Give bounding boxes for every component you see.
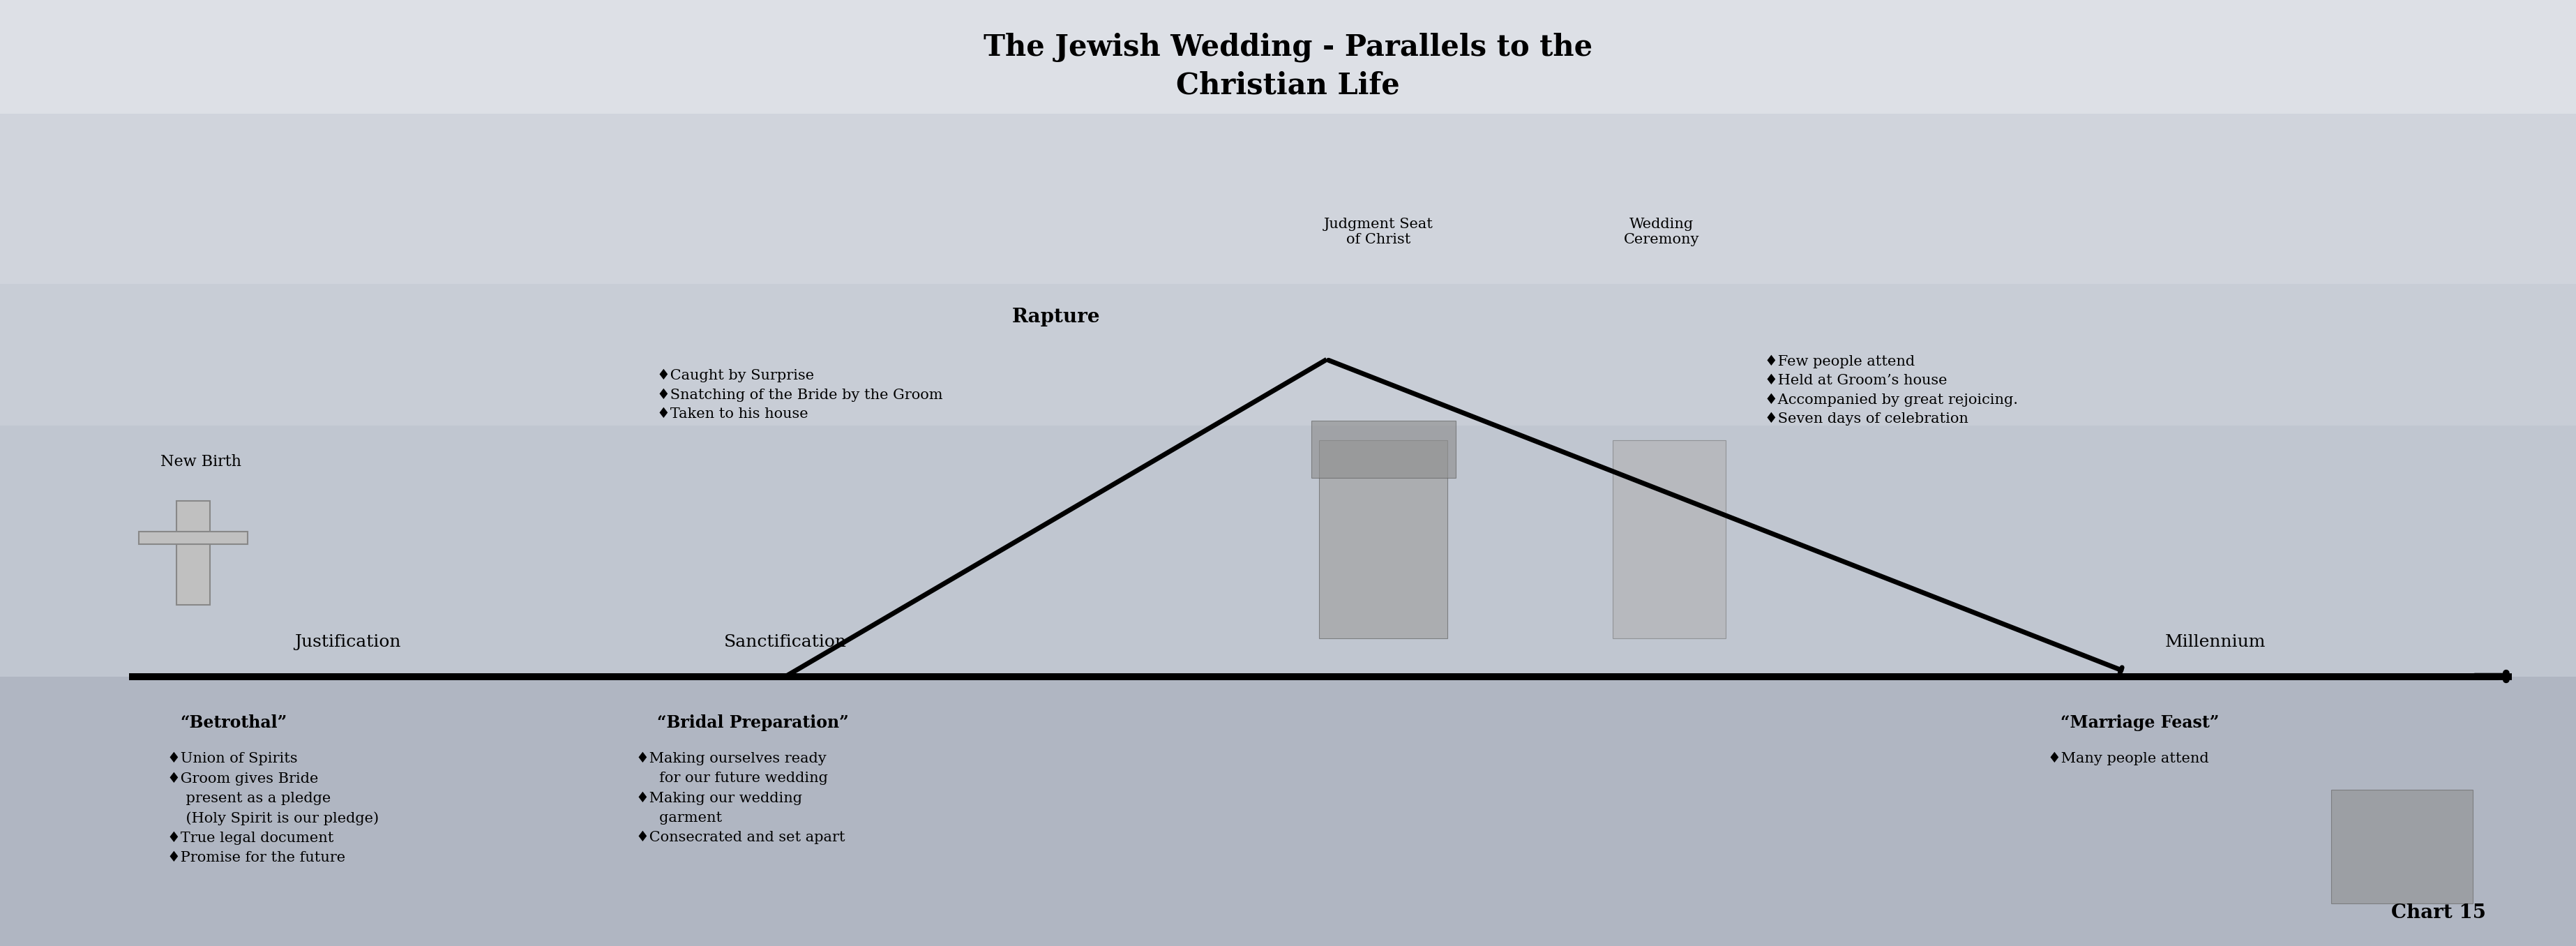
FancyBboxPatch shape [0,284,2576,426]
Text: The Jewish Wedding - Parallels to the
Christian Life: The Jewish Wedding - Parallels to the Ch… [984,32,1592,100]
Text: “Marriage Feast”: “Marriage Feast” [2061,714,2221,731]
FancyBboxPatch shape [0,426,2576,676]
Bar [1311,421,1455,478]
Text: ♦Making ourselves ready
     for our future wedding
♦Making our wedding
     gar: ♦Making ourselves ready for our future w… [636,752,845,845]
FancyBboxPatch shape [0,114,2576,284]
Text: Justification: Justification [294,634,402,650]
Text: Millennium: Millennium [2164,634,2267,650]
Text: ♦Few people attend
♦Held at Groom’s house
♦Accompanied by great rejoicing.
♦Seve: ♦Few people attend ♦Held at Groom’s hous… [1765,355,2017,426]
Text: ♦Union of Spirits
♦Groom gives Bride
    present as a pledge
    (Holy Spirit is: ♦Union of Spirits ♦Groom gives Bride pre… [167,752,379,865]
Bar [2331,790,2473,903]
Text: Chart 15: Chart 15 [2391,903,2486,922]
Text: Wedding
Ceremony: Wedding Ceremony [1623,218,1700,246]
Text: Sanctification: Sanctification [724,634,848,650]
Text: “Betrothal”: “Betrothal” [180,714,286,731]
Text: New Birth: New Birth [160,454,242,469]
Text: ♦Many people attend: ♦Many people attend [2048,752,2208,765]
Text: “Bridal Preparation”: “Bridal Preparation” [657,714,848,731]
Text: ♦Caught by Surprise
♦Snatching of the Bride by the Groom
♦Taken to his house: ♦Caught by Surprise ♦Snatching of the Br… [657,369,943,421]
Text: Rapture: Rapture [1012,307,1100,326]
Text: Judgment Seat
of Christ: Judgment Seat of Christ [1324,218,1432,246]
FancyBboxPatch shape [0,0,2576,114]
Bar [1319,440,1448,639]
Bar [139,532,247,544]
Bar [175,500,209,604]
Bar [1613,440,1726,639]
FancyBboxPatch shape [0,676,2576,946]
